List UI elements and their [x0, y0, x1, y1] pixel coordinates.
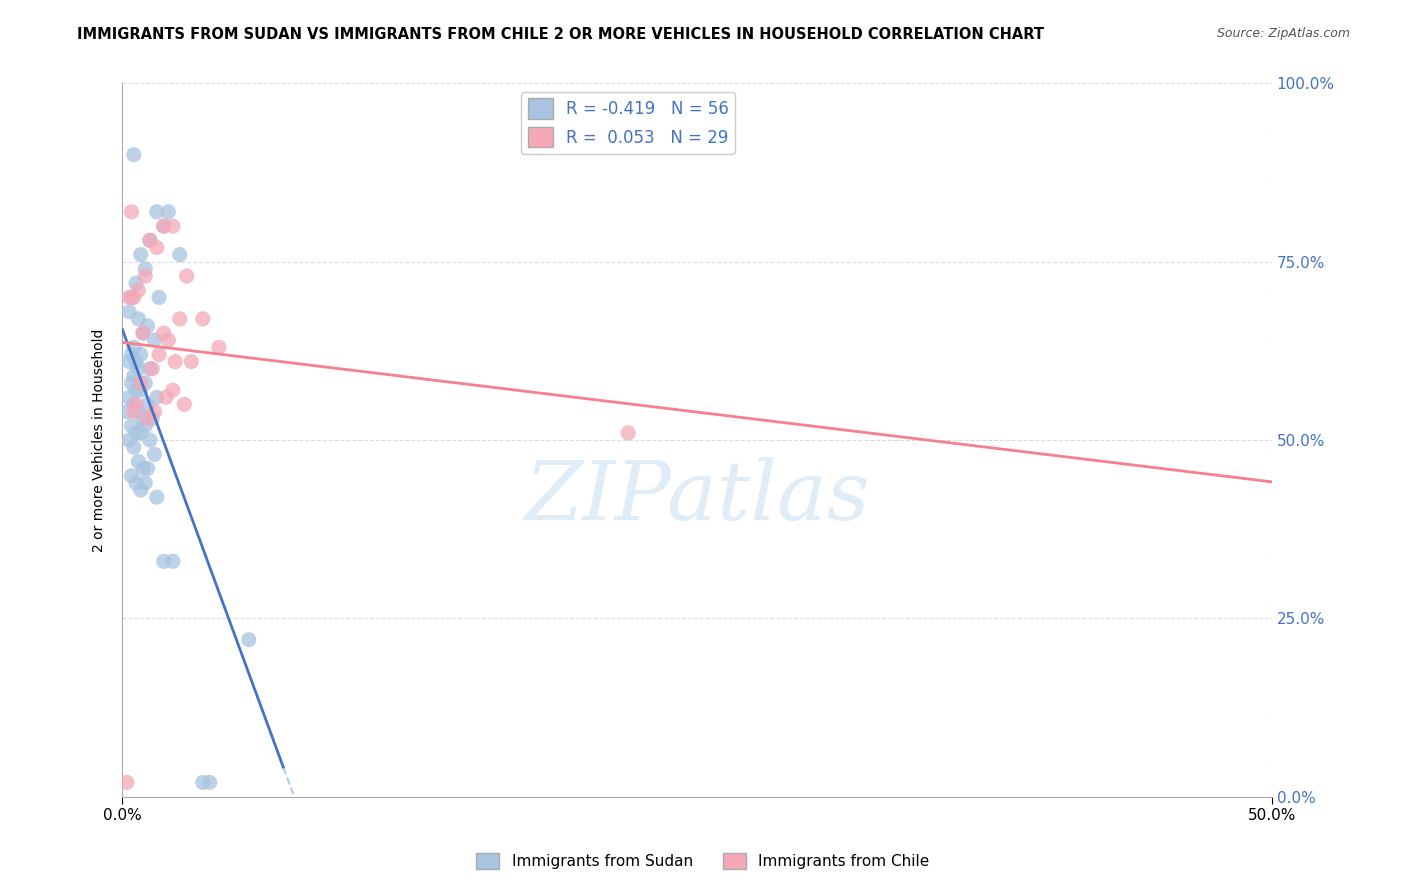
- Point: [162, 383, 184, 397]
- Point: [191, 311, 214, 326]
- Point: [121, 290, 143, 304]
- Point: [122, 404, 145, 418]
- Point: [238, 632, 260, 647]
- Point: [165, 354, 187, 368]
- Point: [176, 268, 198, 283]
- Point: [132, 461, 155, 475]
- Point: [118, 304, 141, 318]
- Point: [127, 361, 149, 376]
- Point: [122, 340, 145, 354]
- Point: [121, 204, 143, 219]
- Point: [125, 397, 148, 411]
- Point: [148, 347, 170, 361]
- Point: [136, 411, 159, 425]
- Text: ZIPatlas: ZIPatlas: [524, 457, 870, 537]
- Point: [141, 411, 163, 425]
- Point: [173, 397, 195, 411]
- Point: [118, 433, 141, 447]
- Point: [121, 468, 143, 483]
- Point: [129, 247, 152, 261]
- Point: [139, 361, 162, 376]
- Point: [121, 418, 143, 433]
- Point: [136, 461, 159, 475]
- Point: [129, 383, 152, 397]
- Point: [155, 390, 177, 404]
- Point: [152, 219, 174, 233]
- Point: [115, 775, 138, 789]
- Point: [146, 490, 169, 504]
- Point: [127, 311, 149, 326]
- Point: [141, 361, 163, 376]
- Point: [157, 204, 180, 219]
- Point: [129, 483, 152, 497]
- Point: [115, 404, 138, 418]
- Point: [122, 397, 145, 411]
- Point: [134, 261, 156, 276]
- Point: [208, 340, 231, 354]
- Point: [134, 418, 156, 433]
- Point: [122, 290, 145, 304]
- Point: [127, 454, 149, 468]
- Point: [129, 425, 152, 440]
- Point: [617, 425, 640, 440]
- Point: [152, 219, 174, 233]
- Point: [146, 240, 169, 254]
- Point: [125, 425, 148, 440]
- Point: [125, 475, 148, 490]
- Point: [162, 554, 184, 568]
- Point: [139, 233, 162, 247]
- Point: [143, 447, 166, 461]
- Point: [127, 404, 149, 418]
- Point: [143, 404, 166, 418]
- Point: [129, 347, 152, 361]
- Point: [152, 554, 174, 568]
- Point: [134, 376, 156, 390]
- Point: [191, 775, 214, 789]
- Point: [139, 433, 162, 447]
- Point: [136, 318, 159, 333]
- Point: [122, 440, 145, 454]
- Point: [122, 148, 145, 162]
- Point: [132, 411, 155, 425]
- Point: [169, 311, 191, 326]
- Text: IMMIGRANTS FROM SUDAN VS IMMIGRANTS FROM CHILE 2 OR MORE VEHICLES IN HOUSEHOLD C: IMMIGRANTS FROM SUDAN VS IMMIGRANTS FROM…: [77, 27, 1045, 42]
- Point: [198, 775, 221, 789]
- Point: [129, 376, 152, 390]
- Point: [132, 326, 155, 340]
- Point: [157, 333, 180, 347]
- Point: [121, 376, 143, 390]
- Point: [139, 233, 162, 247]
- Point: [146, 390, 169, 404]
- Y-axis label: 2 or more Vehicles in Household: 2 or more Vehicles in Household: [93, 328, 107, 552]
- Point: [134, 475, 156, 490]
- Point: [125, 354, 148, 368]
- Point: [169, 247, 191, 261]
- Point: [134, 268, 156, 283]
- Legend: Immigrants from Sudan, Immigrants from Chile: Immigrants from Sudan, Immigrants from C…: [470, 847, 936, 875]
- Point: [132, 326, 155, 340]
- Legend: R = -0.419   N = 56, R =  0.053   N = 29: R = -0.419 N = 56, R = 0.053 N = 29: [520, 92, 735, 154]
- Point: [118, 354, 141, 368]
- Text: Source: ZipAtlas.com: Source: ZipAtlas.com: [1216, 27, 1350, 40]
- Point: [125, 383, 148, 397]
- Point: [125, 276, 148, 290]
- Point: [143, 333, 166, 347]
- Point: [180, 354, 202, 368]
- Point: [118, 390, 141, 404]
- Point: [127, 283, 149, 297]
- Point: [118, 290, 141, 304]
- Point: [121, 347, 143, 361]
- Point: [152, 326, 174, 340]
- Point: [122, 368, 145, 383]
- Point: [162, 219, 184, 233]
- Point: [146, 204, 169, 219]
- Point: [148, 290, 170, 304]
- Point: [136, 397, 159, 411]
